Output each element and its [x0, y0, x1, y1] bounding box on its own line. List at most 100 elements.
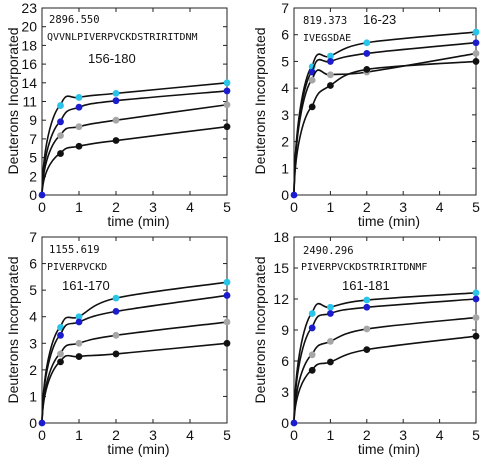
x-axis-title: time (min) [358, 213, 420, 229]
data-point [363, 346, 371, 354]
data-point [308, 351, 316, 359]
x-tick-label: 5 [223, 427, 231, 443]
series-3 [41, 318, 231, 424]
fit-curve [293, 335, 477, 424]
data-point [363, 325, 371, 333]
data-point [57, 150, 64, 157]
y-tick-label: 18 [21, 37, 37, 53]
y-tick-label: 3 [281, 107, 289, 123]
chart-panel-3: 0 1 2 3 4 5 6 7 0 1 2 3 4 5 time (min) Deuterons Incorp… [5, 229, 231, 457]
data-point [308, 310, 316, 317]
series-3 [41, 101, 231, 196]
data-point [223, 292, 231, 299]
data-point [327, 303, 334, 311]
residue-range: 161-170 [62, 278, 110, 293]
y-tick-label: 2 [281, 134, 289, 150]
data-point [223, 278, 231, 286]
x-tick-label: 5 [223, 199, 231, 215]
y-tick-label: 7 [29, 229, 37, 245]
x-tick-label: 4 [436, 427, 444, 443]
y-tick-label: 4 [281, 80, 289, 96]
y-tick-label: 9 [281, 322, 289, 338]
data-point [112, 308, 120, 315]
data-point [472, 314, 480, 321]
x-tick-label: 5 [472, 199, 480, 215]
fit-curve [293, 52, 477, 196]
x-tick-label: 2 [112, 199, 120, 215]
data-point [112, 331, 120, 339]
data-point [363, 50, 371, 57]
series-2 [41, 87, 231, 196]
y-tick-label: 12 [273, 291, 289, 307]
data-point [112, 116, 120, 124]
origin-point [290, 191, 298, 199]
series-1 [293, 289, 480, 424]
fit-curve [293, 41, 477, 196]
x-tick-label: 2 [363, 199, 371, 215]
data-point [112, 97, 120, 105]
x-tick-label: 5 [472, 427, 480, 443]
data-point [223, 79, 231, 87]
peptide-mass: 2896.550 [49, 14, 100, 26]
data-point [472, 50, 480, 57]
y-axis-title: Deuterons Incorporated [252, 256, 268, 403]
data-point [327, 71, 334, 79]
y-tick-label: 6 [29, 256, 37, 272]
fit-curve [293, 292, 477, 424]
data-point [363, 296, 371, 304]
x-axis-title: time (min) [107, 441, 169, 457]
data-point [363, 303, 371, 311]
data-point [75, 339, 83, 347]
y-tick-label: 0 [281, 415, 289, 431]
x-tick-label: 4 [436, 199, 444, 215]
data-point [57, 331, 64, 339]
y-tick-label: 11 [22, 94, 37, 110]
y-tick-label: 14 [21, 75, 37, 91]
data-point [112, 350, 120, 358]
data-point [57, 118, 64, 126]
fit-curve [293, 316, 477, 424]
peptide-sequence: PIVERPVCKD [47, 262, 107, 273]
series-4 [41, 123, 231, 196]
data-point [472, 39, 480, 47]
y-tick-label: 23 [21, 0, 37, 16]
chart-panel-2: 0 1 2 3 4 5 6 7 0 1 2 3 4 5 time (min) Deuterons Incorp… [252, 0, 480, 229]
y-tick-label: 18 [273, 229, 289, 245]
data-point [112, 137, 120, 144]
data-point [472, 295, 480, 303]
data-point [57, 323, 64, 331]
series-2 [293, 39, 480, 196]
y-axis-title: Deuterons Incorporated [5, 256, 21, 403]
data-point [112, 89, 120, 97]
peptide-sequence: PIVERPVCKDSTRIRITDNMF [301, 262, 427, 273]
data-point [363, 39, 371, 47]
x-tick-label: 0 [290, 199, 298, 215]
y-tick-label: 3 [29, 335, 37, 351]
x-tick-label: 3 [399, 427, 407, 443]
y-tick-label: 15 [273, 260, 289, 276]
data-point [223, 318, 231, 326]
x-axis-title: time (min) [358, 441, 420, 457]
data-point [75, 123, 83, 131]
data-point [472, 289, 480, 297]
data-point [75, 318, 83, 326]
y-tick-label: 0 [29, 415, 37, 431]
data-point [327, 358, 334, 366]
series-3 [293, 314, 480, 424]
x-tick-label: 1 [75, 427, 83, 443]
plot-frame [41, 236, 228, 424]
x-tick-label: 1 [75, 199, 83, 215]
fit-curve [41, 294, 228, 424]
data-point [223, 101, 231, 109]
data-point [327, 82, 334, 89]
peptide-sequence: IVEGSDAE [303, 33, 351, 44]
series-1 [41, 79, 231, 196]
residue-range: 156-180 [88, 51, 136, 66]
peptide-sequence: QVVNLPIVERPVCKDSTRIRITDNM [47, 32, 198, 43]
data-point [57, 358, 64, 366]
y-tick-label: 1 [281, 160, 289, 176]
fit-curve [41, 321, 228, 424]
